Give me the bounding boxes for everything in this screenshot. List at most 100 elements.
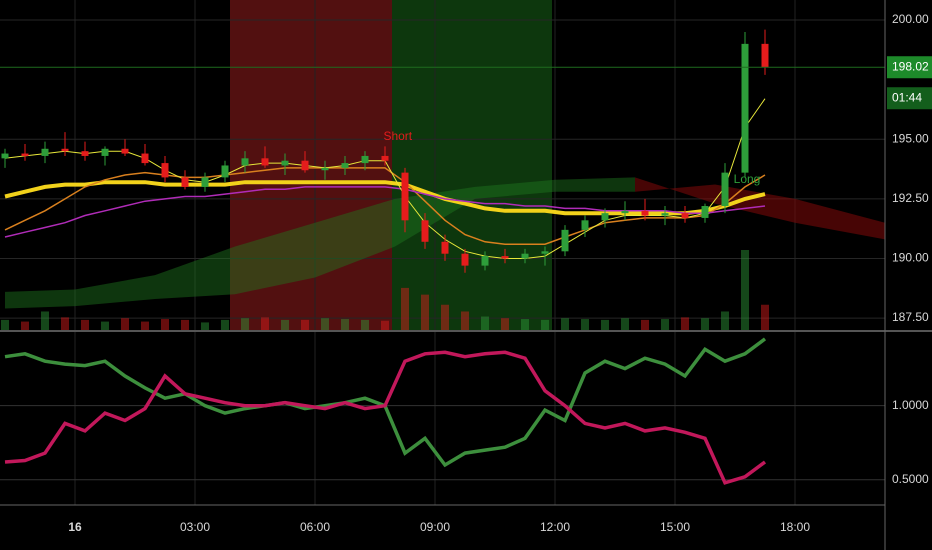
volume-bar	[141, 321, 149, 330]
candle-body	[381, 155, 389, 161]
cloud	[5, 289, 75, 309]
volume-bar	[181, 319, 189, 330]
volume-bar	[441, 304, 449, 330]
candle-body	[341, 163, 349, 168]
candle-body	[261, 158, 269, 166]
candle-body	[461, 253, 469, 266]
candle-body	[181, 177, 189, 187]
volume-bar	[241, 318, 249, 330]
x-tick-label: 16	[68, 520, 82, 534]
cloud	[555, 177, 635, 192]
volume-bar	[21, 321, 29, 330]
x-tick-label: 15:00	[660, 520, 690, 534]
countdown-box	[887, 87, 932, 110]
volume-bar	[121, 318, 129, 330]
ma-line	[4, 186, 766, 238]
candle-body	[661, 213, 669, 216]
volume-bar	[301, 319, 309, 330]
volume-bar	[701, 318, 709, 330]
candle-body	[501, 256, 509, 259]
x-tick-label: 06:00	[300, 520, 330, 534]
candle-body	[561, 229, 569, 252]
y-tick-label: 0.5000	[892, 472, 929, 486]
zone	[392, 0, 552, 330]
cloud	[795, 198, 885, 240]
candle-body	[541, 251, 549, 254]
candle-body	[521, 253, 529, 259]
candle-body	[301, 160, 309, 171]
candle-body	[281, 160, 289, 166]
candle-body	[681, 213, 689, 218]
candle-body	[481, 256, 489, 266]
cloud	[75, 275, 155, 307]
volume-bar	[221, 319, 229, 330]
cloud	[155, 246, 235, 300]
volume-bar	[481, 316, 489, 330]
volume-bar	[501, 318, 509, 330]
volume-bar	[681, 317, 689, 330]
volume-bar	[401, 287, 409, 330]
volume-bar	[81, 319, 89, 330]
candle-body	[201, 177, 209, 187]
candle-body	[421, 220, 429, 242]
last-price-label: 198.02	[892, 59, 929, 73]
volume-bar	[41, 311, 49, 330]
volume-bar	[421, 294, 429, 330]
volume-bar	[521, 319, 529, 330]
volume-bar	[661, 319, 669, 330]
volume-bar	[461, 311, 469, 330]
cloud	[475, 179, 555, 199]
volume-bar	[201, 322, 209, 330]
candle-body	[761, 43, 769, 68]
candle-body	[741, 43, 749, 173]
candle-body	[641, 210, 649, 216]
volume-bar	[641, 319, 649, 330]
ma-line	[4, 167, 766, 245]
candle-body	[161, 163, 169, 178]
cloud	[635, 177, 715, 204]
candle-body	[81, 151, 89, 156]
candle-body	[21, 153, 29, 156]
candle-body	[141, 153, 149, 164]
volume-bar	[381, 320, 389, 330]
x-tick-label: 09:00	[420, 520, 450, 534]
y-tick-label: 195.00	[892, 131, 929, 145]
cloud	[235, 222, 315, 295]
y-tick-label: 1.0000	[892, 398, 929, 412]
candle-body	[101, 148, 109, 156]
candle-body	[1, 153, 9, 159]
candle-body	[581, 220, 589, 230]
last-price-box	[887, 56, 932, 79]
x-tick-label: 03:00	[180, 520, 210, 534]
y-tick-label: 187.50	[892, 310, 929, 324]
volume-bar	[581, 319, 589, 330]
annotation: Short	[383, 129, 412, 143]
candle-body	[701, 206, 709, 218]
y-tick-label: 200.00	[892, 12, 929, 26]
x-tick-label: 12:00	[540, 520, 570, 534]
volume-bar	[321, 318, 329, 330]
y-tick-label: 192.50	[892, 191, 929, 205]
volume-bar	[361, 319, 369, 330]
candle-body	[361, 155, 369, 164]
candle-body	[401, 172, 409, 221]
volume-bar	[341, 319, 349, 330]
candle-body	[621, 210, 629, 214]
cloud	[715, 184, 795, 223]
ma-line	[4, 180, 766, 216]
volume-bar	[721, 311, 729, 330]
indicator-line	[4, 350, 767, 485]
volume-bar	[281, 319, 289, 330]
candle-body	[61, 148, 69, 152]
volume-bar	[541, 319, 549, 330]
candle-body	[121, 148, 129, 154]
volume-bar	[621, 318, 629, 330]
volume-bar	[761, 304, 769, 330]
candle-body	[41, 148, 49, 156]
volume-bar	[161, 319, 169, 330]
countdown-label: 01:44	[892, 90, 922, 104]
volume-bar	[101, 321, 109, 330]
x-tick-label: 18:00	[780, 520, 810, 534]
volume-bar	[561, 318, 569, 330]
volume-bar	[1, 319, 9, 330]
